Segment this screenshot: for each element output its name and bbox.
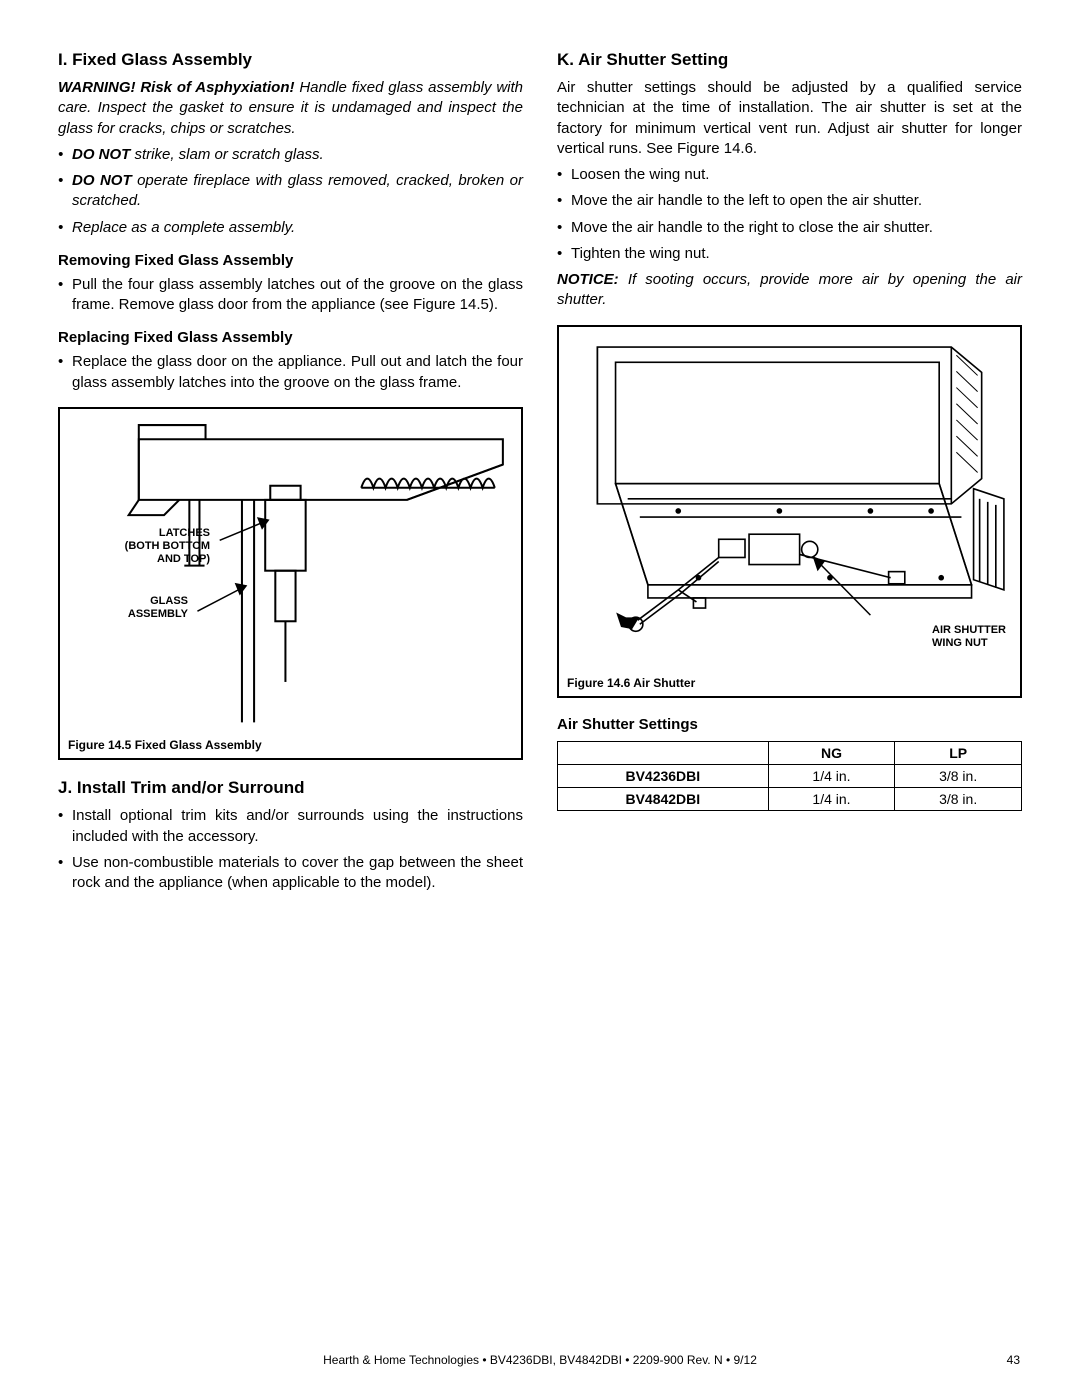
notice-text: If sooting occurs, provide more air by o… [557, 271, 1022, 308]
left-column: I. Fixed Glass Assembly WARNING! Risk of… [58, 50, 523, 899]
warn-bullet-1: DO NOT strike, slam or scratch glass. [58, 145, 523, 165]
cell-ng-2: 1/4 in. [768, 788, 895, 811]
th-ng: NG [768, 742, 895, 765]
th-lp: LP [895, 742, 1022, 765]
section-i-heading: I. Fixed Glass Assembly [58, 50, 523, 70]
fig-14-6-caption: Figure 14.6 Air Shutter [567, 676, 1012, 690]
section-j-heading: J. Install Trim and/or Surround [58, 778, 523, 798]
th-blank [558, 742, 769, 765]
warn-bullet-2: DO NOT operate fireplace with glass remo… [58, 171, 523, 212]
removing-item: Pull the four glass assembly latches out… [58, 275, 523, 316]
j-item-2: Use non-combustible materials to cover t… [58, 853, 523, 894]
j-item-1: Install optional trim kits and/or surrou… [58, 806, 523, 847]
cell-lp-1: 3/8 in. [895, 765, 1022, 788]
table-row: BV4236DBI 1/4 in. 3/8 in. [558, 765, 1022, 788]
k-bullet-list: Loosen the wing nut. Move the air handle… [557, 165, 1022, 264]
cell-ng-1: 1/4 in. [768, 765, 895, 788]
figure-14-6: AIR SHUTTER WING NUT Figure 14.6 Air Shu… [557, 325, 1022, 699]
warn-bullet-3: Replace as a complete assembly. [58, 218, 523, 238]
section-j-list: Install optional trim kits and/or surrou… [58, 806, 523, 893]
notice-paragraph: NOTICE: If sooting occurs, provide more … [557, 270, 1022, 311]
right-column: K. Air Shutter Setting Air shutter setti… [557, 50, 1022, 899]
replacing-item: Replace the glass door on the appliance.… [58, 352, 523, 393]
section-k-heading: K. Air Shutter Setting [557, 50, 1022, 70]
table-header-row: NG LP [558, 742, 1022, 765]
table-row: BV4842DBI 1/4 in. 3/8 in. [558, 788, 1022, 811]
label-latches: LATCHES (BOTH BOTTOM AND TOP) [70, 527, 210, 567]
label-air-shutter: AIR SHUTTER WING NUT [932, 624, 1006, 650]
removing-list: Pull the four glass assembly latches out… [58, 275, 523, 316]
air-shutter-diagram [567, 337, 1012, 671]
cell-lp-2: 3/8 in. [895, 788, 1022, 811]
replacing-list: Replace the glass door on the appliance.… [58, 352, 523, 393]
warning-label: WARNING! Risk of Asphyxiation! [58, 79, 295, 96]
cell-model-2: BV4842DBI [558, 788, 769, 811]
page-number: 43 [1007, 1353, 1020, 1367]
figure-14-5: LATCHES (BOTH BOTTOM AND TOP) GLASS ASSE… [58, 407, 523, 761]
replacing-heading: Replacing Fixed Glass Assembly [58, 329, 523, 346]
air-shutter-settings-table: NG LP BV4236DBI 1/4 in. 3/8 in. BV4842DB… [557, 741, 1022, 811]
k-bullet-2: Move the air handle to the left to open … [557, 191, 1022, 211]
fixed-glass-diagram [68, 419, 513, 733]
k-intro: Air shutter settings should be adjusted … [557, 78, 1022, 159]
cell-model-1: BV4236DBI [558, 765, 769, 788]
air-shutter-settings-heading: Air Shutter Settings [557, 716, 1022, 733]
fig-14-5-caption: Figure 14.5 Fixed Glass Assembly [68, 738, 513, 752]
k-bullet-1: Loosen the wing nut. [557, 165, 1022, 185]
label-glass-assembly: GLASS ASSEMBLY [70, 595, 188, 621]
removing-heading: Removing Fixed Glass Assembly [58, 252, 523, 269]
warning-bullet-list: DO NOT strike, slam or scratch glass. DO… [58, 145, 523, 238]
warning-paragraph: WARNING! Risk of Asphyxiation! Handle fi… [58, 78, 523, 139]
k-bullet-4: Tighten the wing nut. [557, 244, 1022, 264]
k-bullet-3: Move the air handle to the right to clos… [557, 218, 1022, 238]
notice-label: NOTICE: [557, 271, 619, 288]
page-footer: Hearth & Home Technologies • BV4236DBI, … [0, 1353, 1080, 1367]
